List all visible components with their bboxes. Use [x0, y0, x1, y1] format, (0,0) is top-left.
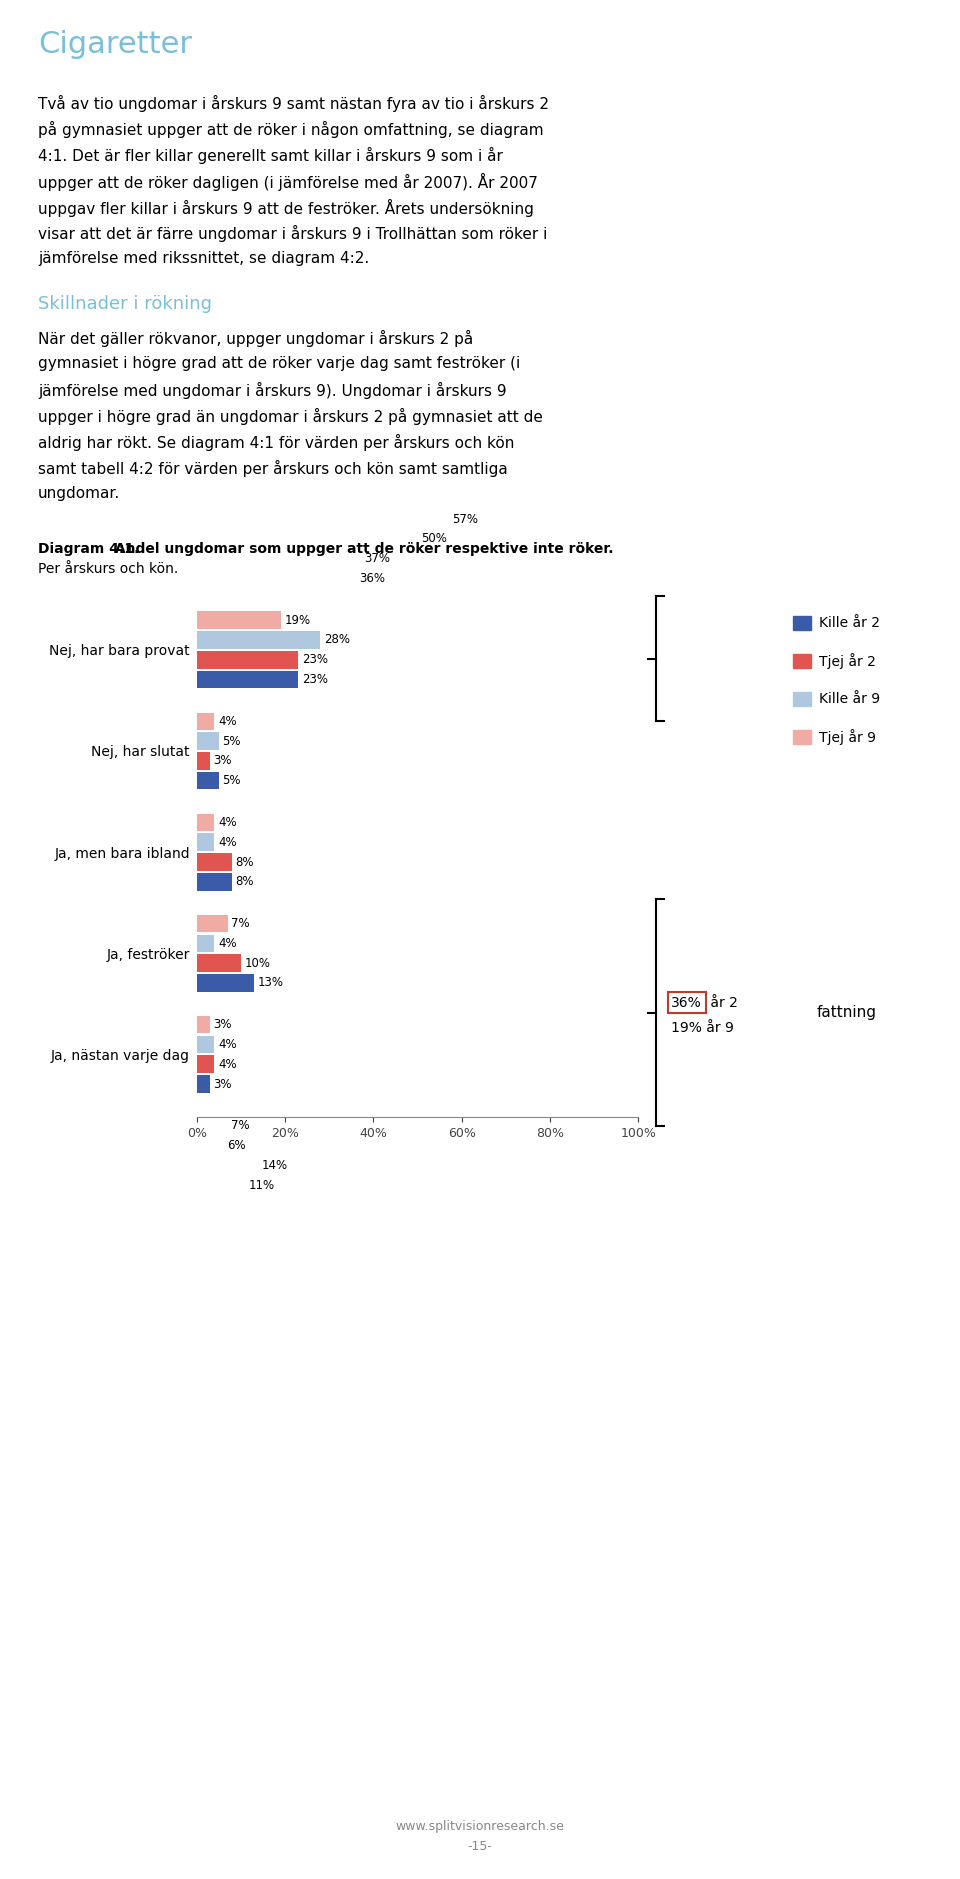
Bar [793, 654, 811, 669]
Bar [197, 1075, 210, 1094]
Text: 23%: 23% [301, 654, 328, 667]
Text: 50%: 50% [421, 532, 447, 545]
Bar [197, 1017, 210, 1033]
Text: När det gäller rökvanor, uppger ungdomar i årskurs 2 på: När det gäller rökvanor, uppger ungdomar… [38, 331, 473, 348]
Text: visar att det är färre ungdomar i årskurs 9 i Trollhättan som röker i: visar att det är färre ungdomar i årskur… [38, 225, 547, 242]
Text: fattning: fattning [816, 1005, 876, 1020]
Bar [197, 853, 232, 870]
Bar [197, 1157, 258, 1174]
Bar [197, 650, 299, 669]
Text: Skillnader i rökning: Skillnader i rökning [38, 295, 212, 314]
Text: 37%: 37% [364, 552, 390, 566]
Text: Andel ungdomar som uppger att de röker respektive inte röker.: Andel ungdomar som uppger att de röker r… [110, 541, 613, 556]
Text: samt tabell 4:2 för värden per årskurs och kön samt samtliga: samt tabell 4:2 för värden per årskurs o… [38, 460, 508, 477]
Text: Kille år 2: Kille år 2 [820, 616, 880, 629]
Text: gymnasiet i högre grad att de röker varje dag samt feströker (i: gymnasiet i högre grad att de röker varj… [38, 355, 520, 370]
Bar [197, 530, 418, 547]
Bar [197, 611, 280, 629]
Text: 57%: 57% [452, 513, 478, 526]
Text: 4%: 4% [218, 836, 236, 849]
Text: Tjej år 2: Tjej år 2 [820, 654, 876, 669]
Text: 36%: 36% [359, 571, 385, 584]
Text: ungdomar.: ungdomar. [38, 487, 120, 502]
Bar [197, 1035, 214, 1054]
Bar [197, 915, 228, 932]
Bar [197, 511, 448, 528]
Text: www.splitvisionresearch.se: www.splitvisionresearch.se [396, 1821, 564, 1834]
Text: 6%: 6% [227, 1139, 246, 1152]
Text: på gymnasiet uppger att de röker i någon omfattning, se diagram: på gymnasiet uppger att de röker i någon… [38, 120, 543, 137]
Bar [197, 1137, 224, 1154]
Bar [197, 772, 219, 789]
Bar [793, 691, 811, 707]
Text: Diagram 4:1.: Diagram 4:1. [38, 541, 139, 556]
Text: 4%: 4% [218, 1037, 236, 1050]
Text: aldrig har rökt. Se diagram 4:1 för värden per årskurs och kön: aldrig har rökt. Se diagram 4:1 för värd… [38, 434, 515, 451]
Text: 28%: 28% [324, 633, 350, 646]
Bar [197, 671, 299, 688]
Bar [197, 551, 360, 567]
Text: 7%: 7% [231, 1120, 250, 1133]
Bar [793, 616, 811, 629]
Bar [793, 731, 811, 744]
Text: 11%: 11% [249, 1178, 275, 1191]
Text: 23%: 23% [301, 673, 328, 686]
Text: Kille år 9: Kille år 9 [820, 691, 880, 707]
Bar [197, 834, 214, 851]
Text: 14%: 14% [262, 1159, 288, 1172]
Text: uppgav fler killar i årskurs 9 att de feströker. Årets undersökning: uppgav fler killar i årskurs 9 att de fe… [38, 199, 534, 216]
Text: jämförelse med ungdomar i årskurs 9). Ungdomar i årskurs 9: jämförelse med ungdomar i årskurs 9). Un… [38, 381, 507, 398]
Bar [197, 1116, 228, 1135]
Text: Per årskurs och kön.: Per årskurs och kön. [38, 562, 179, 577]
Text: 19% år 9: 19% år 9 [671, 1020, 734, 1035]
Bar [197, 814, 214, 831]
Bar [197, 1176, 246, 1193]
Text: -15-: -15- [468, 1840, 492, 1853]
Text: 3%: 3% [213, 753, 232, 767]
Bar [197, 934, 214, 953]
Text: uppger att de röker dagligen (i jämförelse med år 2007). År 2007: uppger att de röker dagligen (i jämförel… [38, 173, 538, 192]
Text: Tjej år 9: Tjej år 9 [820, 729, 876, 744]
Text: 10%: 10% [245, 956, 271, 970]
Bar [197, 1056, 214, 1073]
Text: år 2: år 2 [707, 996, 738, 1009]
Bar [197, 712, 214, 731]
Text: Två av tio ungdomar i årskurs 9 samt nästan fyra av tio i årskurs 2: Två av tio ungdomar i årskurs 9 samt näs… [38, 96, 549, 113]
Bar [197, 569, 356, 588]
Text: 4%: 4% [218, 938, 236, 951]
Text: 7%: 7% [231, 917, 250, 930]
Text: 4%: 4% [218, 714, 236, 727]
Text: 3%: 3% [213, 1018, 232, 1032]
Text: Cigaretter: Cigaretter [38, 30, 192, 58]
Text: 13%: 13% [257, 977, 284, 990]
Text: 8%: 8% [235, 855, 254, 868]
Text: 36%: 36% [671, 996, 702, 1009]
Bar [197, 874, 232, 891]
Bar [197, 631, 321, 648]
Text: 4%: 4% [218, 1058, 236, 1071]
Bar [197, 752, 210, 770]
Text: 4%: 4% [218, 815, 236, 829]
Text: uppger i högre grad än ungdomar i årskurs 2 på gymnasiet att de: uppger i högre grad än ungdomar i årskur… [38, 408, 542, 425]
Bar [197, 973, 254, 992]
Text: 5%: 5% [223, 735, 241, 748]
Text: 5%: 5% [223, 774, 241, 787]
Text: jämförelse med rikssnittet, se diagram 4:2.: jämförelse med rikssnittet, se diagram 4… [38, 252, 370, 267]
Bar [197, 733, 219, 750]
Text: 19%: 19% [284, 614, 310, 628]
Text: 8%: 8% [235, 876, 254, 889]
Text: 4:1. Det är fler killar generellt samt killar i årskurs 9 som i år: 4:1. Det är fler killar generellt samt k… [38, 147, 503, 163]
Bar [197, 955, 241, 971]
Text: 3%: 3% [213, 1077, 232, 1090]
